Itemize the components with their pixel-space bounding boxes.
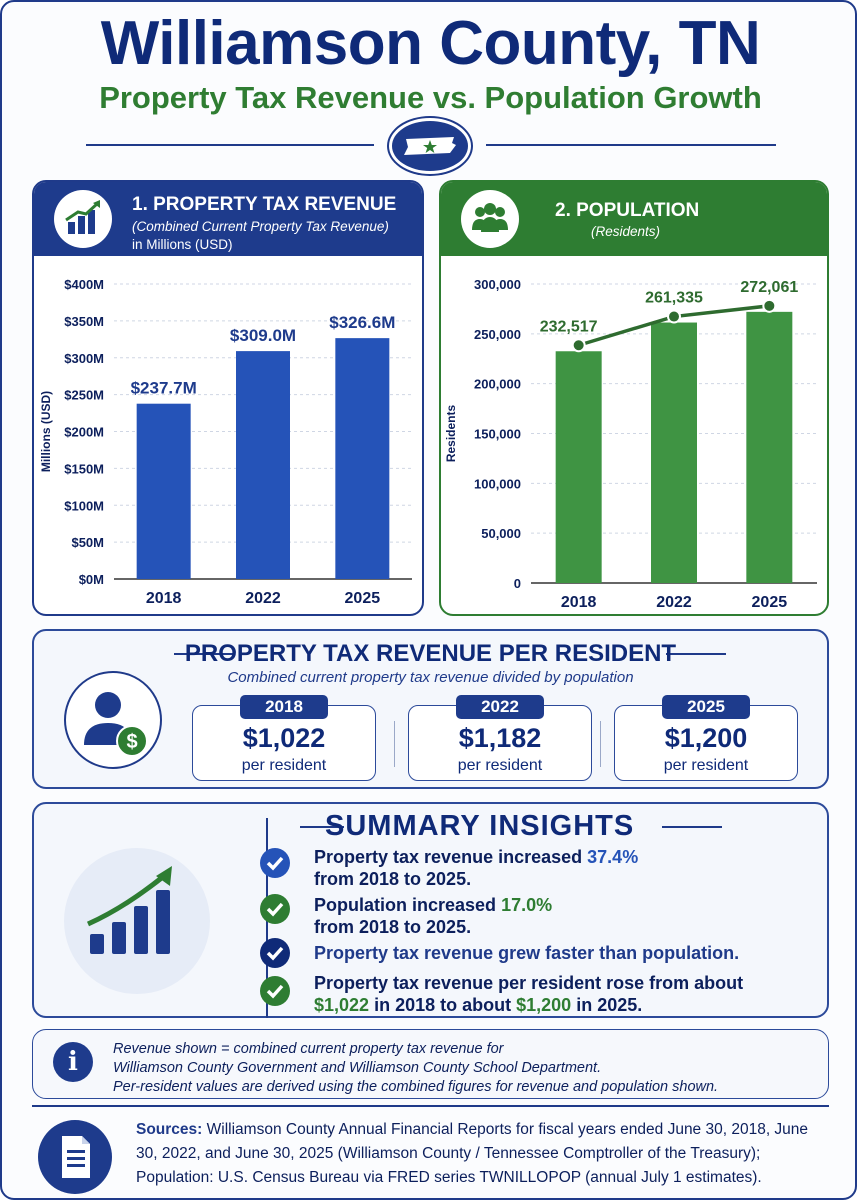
- info-icon: i: [53, 1042, 93, 1082]
- note-text: Revenue shown = combined current propert…: [113, 1041, 719, 1095]
- summary-title: SUMMARY INSIGHTS: [325, 810, 635, 842]
- trend-point: [667, 309, 681, 324]
- insight-per-resident-rise: Property tax revenue per resident rose f…: [314, 973, 744, 1015]
- insight-faster-growth: Property tax revenue grew faster than po…: [314, 943, 740, 963]
- bar: [335, 338, 390, 579]
- y-tick-label: 150,000: [474, 427, 521, 442]
- card-divider: [600, 721, 601, 767]
- trend-point: [571, 338, 586, 353]
- y-tick-label: $0M: [79, 572, 104, 587]
- y-tick-label: $150M: [64, 461, 104, 476]
- y-tick-label: $50M: [71, 535, 104, 550]
- x-tick-label: 2018: [146, 590, 182, 607]
- bar: [236, 351, 290, 579]
- y-tick-label: 50,000: [481, 526, 521, 541]
- revenue-panel-title: 1. PROPERTY TAX REVENUE: [132, 194, 397, 215]
- y-tick-label: $350M: [64, 314, 104, 329]
- person-dollar-icon: $: [64, 671, 162, 769]
- population-panel-header: 2. POPULATION (Residents): [441, 182, 827, 256]
- check-icon: [260, 938, 290, 968]
- y-axis-label: Millions (USD): [39, 391, 53, 472]
- insight-revenue-increase: Property tax revenue increased 37.4% fro…: [314, 847, 639, 889]
- y-tick-label: 300,000: [474, 277, 521, 292]
- y-tick-label: 200,000: [474, 377, 521, 392]
- population-bar-chart: 0 50,000 100,000 150,000 200,000 250,000 300,0…: [444, 277, 817, 611]
- x-tick-label: 2022: [245, 590, 281, 607]
- per-resident-card-2025: 2025 $1,200 per resident: [614, 695, 798, 781]
- sources-text: Sources: Williamson County Annual Financ…: [136, 1121, 809, 1186]
- y-tick-label: 0: [514, 576, 521, 591]
- population-panel-title: 2. POPULATION: [555, 200, 700, 221]
- data-label: $326.6M: [329, 313, 395, 332]
- growth-chart-icon: [64, 848, 210, 994]
- y-tick-label: $100M: [64, 498, 104, 513]
- revenue-panel-units: in Millions (USD): [132, 237, 233, 252]
- revenue-panel-subtitle: (Combined Current Property Tax Revenue): [132, 219, 389, 234]
- per-resident-rule-right: [666, 653, 726, 655]
- revenue-bar-chart: $0M $50M $100M $150M $200M $250M $300M $350M $40…: [39, 277, 412, 607]
- summary-rule-left: [300, 826, 344, 828]
- per-resident-section: PROPERTY TAX REVENUE PER RESIDENT Combin…: [32, 629, 829, 789]
- insight-population-increase: Population increased 17.0% from 2018 to …: [314, 895, 553, 937]
- data-label: $237.7M: [131, 379, 197, 398]
- data-label: 232,517: [540, 318, 598, 335]
- y-tick-label: $250M: [64, 388, 104, 403]
- card-divider: [394, 721, 395, 767]
- per-resident-unit: per resident: [457, 757, 543, 774]
- check-icon: [260, 894, 290, 924]
- x-tick-label: 2018: [561, 594, 597, 611]
- bar: [555, 351, 602, 583]
- per-resident-year: 2025: [662, 695, 750, 719]
- per-resident-rule-left: [174, 653, 234, 655]
- revenue-panel-header: 1. PROPERTY TAX REVENUE (Combined Curren…: [34, 182, 422, 256]
- x-tick-label: 2025: [752, 594, 788, 611]
- summary-rule-right: [662, 826, 722, 828]
- bar-growth-icon: [54, 190, 112, 248]
- population-chart-panel: 2. POPULATION (Residents) 0 50,000 100,000…: [439, 180, 829, 616]
- trend-point: [762, 298, 777, 313]
- bar: [651, 322, 697, 583]
- per-resident-card-2018: 2018 $1,022 per resident: [192, 695, 376, 781]
- document-icon: [38, 1120, 112, 1194]
- header-rule-left: [86, 144, 374, 146]
- revenue-chart-panel: 1. PROPERTY TAX REVENUE (Combined Curren…: [32, 180, 424, 616]
- y-tick-label: 250,000: [474, 327, 521, 342]
- x-tick-label: 2022: [656, 594, 692, 611]
- y-tick-label: $400M: [64, 277, 104, 292]
- check-icon: [260, 848, 290, 878]
- data-label: 261,335: [645, 290, 703, 307]
- tennessee-emblem-icon: [389, 118, 471, 174]
- per-resident-card-2022: 2022 $1,182 per resident: [408, 695, 592, 781]
- summary-section: SUMMARY INSIGHTS Property tax revenue in…: [32, 802, 829, 1018]
- per-resident-value: $1,022: [242, 723, 326, 753]
- page-subtitle: Property Tax Revenue vs. Population Grow…: [99, 80, 762, 115]
- per-resident-title: PROPERTY TAX REVENUE PER RESIDENT: [184, 640, 677, 667]
- per-resident-year: 2022: [456, 695, 544, 719]
- y-tick-label: 100,000: [474, 476, 521, 491]
- y-tick-label: $200M: [64, 425, 104, 440]
- people-group-icon: [461, 190, 519, 248]
- header-rule-right: [486, 144, 776, 146]
- check-icon: [260, 976, 290, 1006]
- sources-rule: [32, 1105, 829, 1107]
- y-axis-label: Residents: [444, 405, 458, 463]
- per-resident-value: $1,182: [458, 723, 542, 753]
- data-label: 272,061: [740, 279, 798, 296]
- per-resident-unit: per resident: [241, 757, 327, 774]
- population-panel-subtitle: (Residents): [591, 224, 661, 239]
- bar: [136, 403, 191, 579]
- per-resident-subtitle: Combined current property tax revenue di…: [227, 669, 634, 686]
- data-label: $309.0M: [230, 326, 296, 345]
- methodology-note: i Revenue shown = combined current prope…: [32, 1029, 829, 1099]
- per-resident-value: $1,200: [664, 723, 748, 753]
- page-title: Williamson County, TN: [100, 9, 761, 78]
- x-tick-label: 2025: [345, 590, 381, 607]
- per-resident-unit: per resident: [663, 757, 749, 774]
- svg-text:$: $: [126, 731, 137, 753]
- y-tick-label: $300M: [64, 351, 104, 366]
- per-resident-year: 2018: [240, 695, 328, 719]
- bar: [746, 311, 793, 583]
